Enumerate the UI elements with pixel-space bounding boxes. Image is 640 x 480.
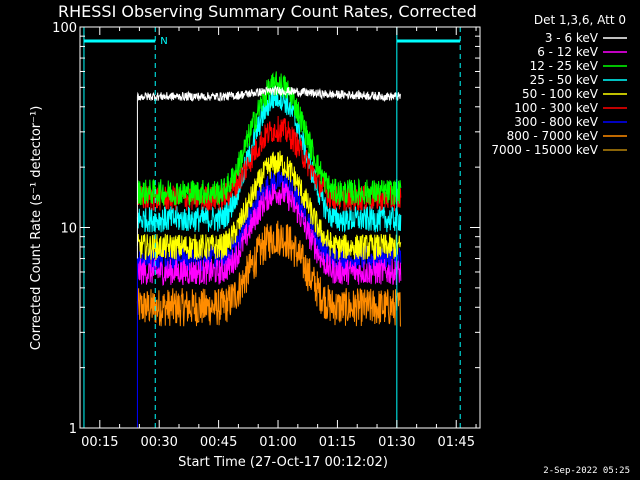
series-line <box>136 150 402 261</box>
x-axis-label: Start Time (27-Oct-17 00:12:02) <box>178 455 388 470</box>
series-line <box>136 71 402 207</box>
y-axis-label: Corrected Count Rate (s⁻¹ detector⁻¹) <box>29 106 44 351</box>
x-tick-label: 01:45 <box>438 435 475 450</box>
legend-label: 7000 - 15000 keV <box>491 143 598 157</box>
legend-label: 6 - 12 keV <box>537 45 599 59</box>
x-axis-ticks: 00:15 00:30 00:45 01:00 01:15 01:30 01:45 <box>79 27 477 450</box>
legend-label: 12 - 25 keV <box>530 59 599 73</box>
series-line <box>136 220 402 327</box>
y-axis-ticks: 1 10 100 <box>52 21 480 437</box>
series-line <box>136 85 401 103</box>
y-tick-label: 100 <box>52 21 77 36</box>
x-tick-label: 00:45 <box>200 435 237 450</box>
series-line <box>136 180 402 286</box>
x-tick-label: 01:00 <box>259 435 296 450</box>
x-tick-label: 00:15 <box>81 435 118 450</box>
x-tick-label: 01:15 <box>319 435 356 450</box>
footer-timestamp: 2-Sep-2022 05:25 <box>543 466 630 476</box>
legend-label: 300 - 800 keV <box>514 115 598 129</box>
legend-label: 100 - 300 keV <box>514 101 598 115</box>
series-layer <box>136 71 402 428</box>
annotation-layer: N <box>83 27 461 428</box>
legend-header: Det 1,3,6, Att 0 <box>534 13 626 27</box>
y-tick-label: 1 <box>69 422 77 437</box>
legend-label: 3 - 6 keV <box>545 31 599 45</box>
chart-title: RHESSI Observing Summary Count Rates, Co… <box>58 2 477 21</box>
x-tick-label: 01:30 <box>378 435 415 450</box>
flag-label: N <box>160 36 167 47</box>
legend-label: 800 - 7000 keV <box>507 129 599 143</box>
x-tick-label: 00:30 <box>140 435 177 450</box>
legend-label: 50 - 100 keV <box>522 87 599 101</box>
y-tick-label: 10 <box>60 222 77 237</box>
legend-label: 25 - 50 keV <box>530 73 599 87</box>
